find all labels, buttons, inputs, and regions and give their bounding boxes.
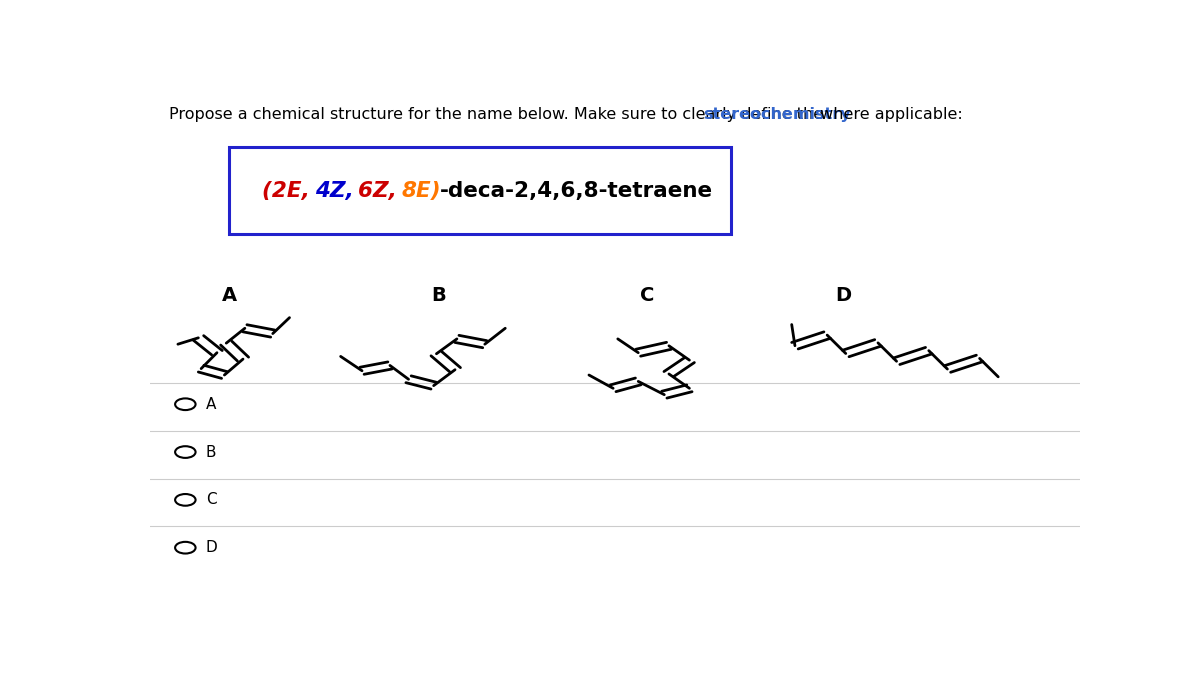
FancyBboxPatch shape — [229, 146, 731, 234]
Text: 8E): 8E) — [402, 181, 442, 201]
Text: where applicable:: where applicable: — [815, 107, 962, 121]
Text: stereochemistry: stereochemistry — [703, 107, 851, 121]
Text: D: D — [835, 286, 851, 305]
Text: -deca-2,4,6,8-tetraene: -deca-2,4,6,8-tetraene — [440, 181, 713, 201]
Text: D: D — [206, 540, 217, 555]
Text: A: A — [206, 397, 216, 412]
Text: (2E,: (2E, — [262, 181, 317, 201]
Text: C: C — [206, 493, 216, 507]
Text: B: B — [206, 444, 216, 460]
Text: B: B — [431, 286, 445, 305]
Text: C: C — [641, 286, 655, 305]
Text: 6Z,: 6Z, — [359, 181, 404, 201]
Text: A: A — [222, 286, 236, 305]
Text: Propose a chemical structure for the name below. Make sure to clearly define the: Propose a chemical structure for the nam… — [168, 107, 828, 121]
Text: 4Z,: 4Z, — [314, 181, 361, 201]
